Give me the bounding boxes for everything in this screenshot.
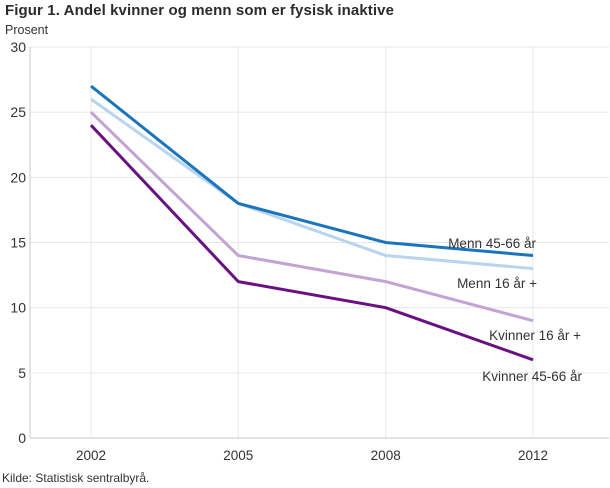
series-label-3: Kvinner 45-66 år <box>482 369 582 384</box>
y-tick-label: 10 <box>10 300 26 316</box>
series-label-0: Menn 45-66 år <box>448 236 536 251</box>
unit-label: Prosent <box>5 23 49 37</box>
y-tick-label: 25 <box>10 104 26 120</box>
figure-title: Figur 1. Andel kvinner og menn som er fy… <box>5 2 395 19</box>
x-tick-label: 2005 <box>223 448 253 463</box>
x-tick-label: 2002 <box>76 448 106 463</box>
y-tick-label: 30 <box>10 39 26 55</box>
y-tick-label: 15 <box>10 235 26 251</box>
series-line-3 <box>89 124 534 362</box>
y-tick-label: 20 <box>10 169 26 185</box>
y-tick-label: 0 <box>18 430 26 446</box>
source-note: Kilde: Statistisk sentralbyrå. <box>2 471 150 485</box>
y-tick-label: 5 <box>18 365 26 381</box>
series-line-0 <box>90 84 534 258</box>
series-label-1: Menn 16 år + <box>457 276 537 291</box>
x-tick-label: 2008 <box>371 448 401 463</box>
x-tick-label: 2012 <box>518 448 548 463</box>
series-line-2 <box>89 111 534 323</box>
series-line-1 <box>90 97 534 271</box>
series-label-2: Kvinner 16 år + <box>489 328 581 343</box>
